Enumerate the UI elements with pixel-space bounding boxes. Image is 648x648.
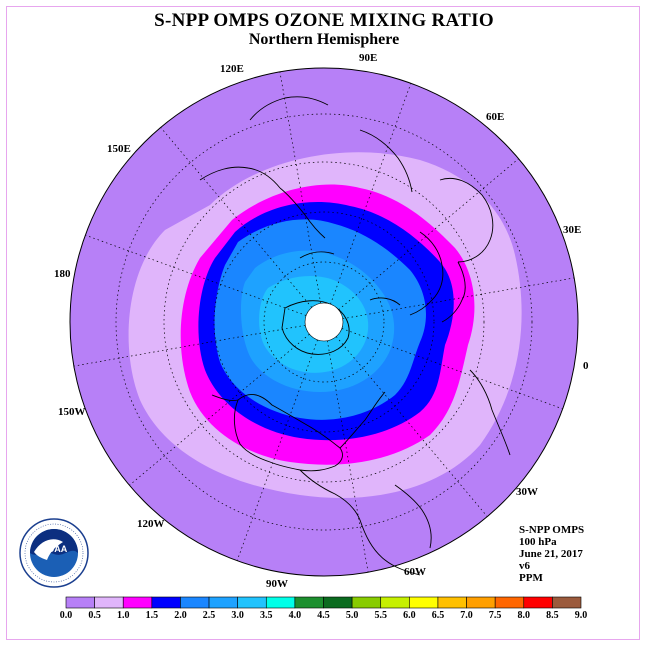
colorbar-tick-label: 8.5 [546, 610, 559, 621]
colorbar-tick-label: 3.5 [260, 610, 273, 621]
colorbar-tick-label: 0.5 [88, 610, 101, 621]
meridian-line [341, 328, 563, 410]
longitude-label-120e: 120E [220, 63, 244, 75]
colorbar-swatch [380, 596, 410, 609]
colorbar-tick-label: 0.0 [59, 610, 73, 621]
noaa-logo-text: NOAA [41, 544, 68, 554]
colorbar-tick-label: 6.5 [431, 610, 445, 621]
colorbar-tick-label: 1.5 [145, 610, 159, 621]
longitude-label-150w: 150W [58, 406, 86, 418]
meridian-line [330, 83, 412, 305]
colorbar-swatch [552, 596, 582, 609]
figure-frame [6, 6, 640, 640]
colorbar-tick-label: 2.0 [174, 610, 187, 621]
colorbar-swatch [351, 596, 382, 609]
colorbar-swatch [494, 596, 525, 609]
meridian-line [342, 277, 575, 320]
colorbar-swatch [437, 596, 467, 609]
colorbar-tick-label: 7.5 [488, 610, 502, 621]
colorbar-tick-label: 5.5 [374, 610, 387, 621]
longitude-label-90w: 90W [266, 578, 288, 590]
meridian-line [129, 333, 310, 486]
meridian-line [73, 324, 306, 367]
colorbar-tick-label: 7.0 [460, 610, 473, 621]
noaa-logo: NOAA [19, 518, 89, 588]
meridian-line [85, 234, 307, 316]
coastlines [199, 96, 511, 576]
meridian-line [279, 71, 322, 304]
colorbar-swatch [94, 596, 124, 609]
longitude-label-0: 0 [583, 360, 589, 372]
colorbar-swatch [323, 596, 353, 609]
colorbar-tick-label: 4.0 [288, 610, 302, 621]
colorbar-swatch [265, 596, 296, 609]
longitude-label-30w: 30W [516, 486, 538, 498]
colorbar-tick-label: 6.0 [403, 610, 416, 621]
info-units: PPM [519, 572, 543, 584]
map-subtitle: Northern Hemisphere [248, 31, 400, 48]
colorbar-tick-label: 9.0 [574, 610, 588, 621]
meridian-line [160, 127, 313, 308]
colorbar-tick-label: 4.5 [317, 610, 330, 621]
latitude-circles [115, 113, 533, 531]
colorbar-swatch [466, 596, 496, 609]
colorbar-tick-label: 8.0 [517, 610, 531, 621]
map-title: S-NPP OMPS OZONE MIXING RATIO [154, 10, 494, 31]
colorbar-tick-label: 5.0 [345, 610, 359, 621]
meridian-line [338, 158, 519, 311]
longitude-label-30e: 30E [563, 224, 582, 236]
polar-no-data-hole [304, 302, 344, 342]
info-level: 100 hPa [519, 536, 557, 548]
info-instrument: S-NPP OMPS [519, 524, 585, 536]
colorbar-swatch [151, 596, 181, 609]
meridian-line [335, 336, 488, 517]
longitude-label-60w: 60W [404, 566, 426, 578]
colorbar-swatch [65, 596, 95, 609]
colorbar-swatch [237, 596, 267, 609]
longitude-label-60e: 60E [486, 111, 505, 123]
info-version: v6 [519, 560, 530, 572]
colorbar-swatch [294, 596, 324, 609]
colorbar-swatch [180, 596, 210, 609]
longitude-label-150e: 150E [107, 143, 131, 155]
colorbar-tick-label: 3.0 [231, 610, 244, 621]
meridian-lines [73, 71, 575, 573]
info-date: June 21, 2017 [519, 548, 583, 560]
meridian-line [236, 339, 318, 561]
meridian-line [326, 340, 369, 573]
colorbar-tick-label: 1.0 [116, 610, 130, 621]
colorbar-swatch [409, 596, 439, 609]
info-block: S-NPP OMPS 100 hPa June 21, 2017 v6 PPM [519, 524, 584, 584]
colorbar-swatch [208, 596, 238, 609]
colorbar-swatch [122, 596, 153, 609]
longitude-label-180: 180 [54, 268, 71, 280]
colorbar-tick-label: 2.5 [202, 610, 216, 621]
longitude-label-120w: 120W [137, 518, 165, 530]
longitude-label-90e: 90E [359, 52, 378, 64]
colorbar-swatch [523, 596, 553, 609]
